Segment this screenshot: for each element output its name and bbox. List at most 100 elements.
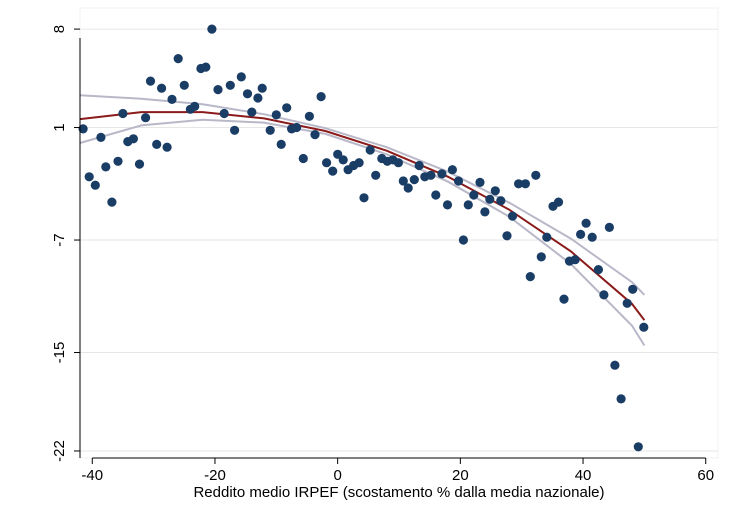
data-point	[403, 183, 413, 193]
x-tick-label: 20	[452, 467, 469, 484]
x-tick-label: -40	[81, 467, 103, 484]
data-point	[496, 196, 506, 206]
data-point	[633, 442, 643, 452]
data-point	[587, 232, 597, 242]
data-point	[225, 80, 235, 90]
data-point	[414, 160, 424, 171]
data-point	[230, 125, 240, 135]
data-point	[480, 207, 490, 217]
data-point	[207, 24, 217, 34]
data-point	[553, 197, 564, 207]
confidence-upper-line	[79, 94, 646, 296]
data-point	[236, 72, 246, 82]
data-point	[271, 110, 281, 120]
data-point	[107, 197, 117, 207]
axes: 8 1 -7 -15 -22 -40 -20 0 20 40 60	[51, 25, 714, 484]
data-point	[328, 166, 338, 176]
y-tick-label: -7	[51, 233, 68, 246]
y-tick-label: 1	[51, 123, 68, 131]
data-point	[90, 180, 100, 190]
data-point	[398, 176, 408, 186]
data-point	[152, 139, 162, 149]
data-point	[542, 232, 552, 242]
data-point	[520, 179, 531, 189]
y-tick-label: -22	[51, 440, 68, 462]
data-point	[604, 222, 615, 232]
data-point	[190, 101, 200, 111]
data-point	[304, 111, 314, 121]
data-point	[409, 175, 419, 185]
data-point	[599, 290, 609, 300]
data-point	[453, 176, 464, 186]
fit-line	[79, 111, 646, 321]
data-point	[447, 165, 457, 175]
data-point	[145, 76, 156, 86]
data-point	[622, 298, 632, 308]
data-point	[365, 145, 375, 155]
data-point	[141, 113, 151, 123]
x-axis-title: Reddito medio IRPEF (scostamento % dalla…	[193, 484, 604, 501]
data-point	[354, 158, 364, 168]
data-point	[559, 294, 569, 304]
data-point	[167, 94, 177, 104]
confidence-lower-line	[79, 118, 646, 347]
data-point	[610, 360, 620, 370]
data-point	[616, 394, 626, 404]
x-tick-label: 0	[333, 467, 341, 484]
data-point	[253, 93, 263, 103]
data-point	[201, 62, 211, 72]
x-tick-label: -20	[204, 467, 226, 484]
data-point	[242, 89, 253, 99]
data-point	[431, 190, 441, 200]
fitted-curve	[79, 111, 646, 321]
data-point	[96, 132, 106, 142]
data-point	[213, 85, 223, 95]
data-point	[179, 80, 189, 90]
data-point	[247, 107, 257, 117]
data-point	[298, 153, 308, 164]
data-point	[593, 265, 604, 275]
data-point	[426, 170, 436, 180]
data-point	[525, 272, 535, 282]
y-tick-label: -15	[51, 342, 68, 364]
data-point	[531, 170, 541, 180]
data-point	[458, 235, 468, 245]
data-point	[78, 124, 88, 134]
data-point	[437, 169, 447, 179]
data-points	[78, 24, 649, 452]
data-point	[84, 172, 94, 182]
data-point	[371, 170, 381, 180]
data-point	[113, 156, 123, 166]
data-point	[490, 186, 500, 196]
data-point	[282, 103, 292, 113]
data-point	[257, 83, 267, 93]
data-point	[322, 158, 332, 168]
data-point	[442, 200, 453, 210]
data-point	[475, 177, 485, 187]
data-point	[276, 139, 286, 149]
confidence-band	[79, 94, 646, 347]
data-point	[219, 108, 229, 119]
data-point	[338, 155, 348, 165]
data-point	[359, 193, 369, 203]
data-point	[536, 252, 546, 262]
data-point	[514, 179, 524, 189]
data-point	[507, 211, 518, 221]
data-point	[469, 190, 479, 200]
data-point	[118, 108, 128, 119]
data-point	[265, 125, 275, 135]
data-point	[292, 122, 302, 133]
x-tick-label: 40	[575, 467, 592, 484]
data-point	[570, 255, 580, 265]
data-point	[502, 231, 512, 241]
data-point	[463, 200, 473, 210]
data-point	[628, 284, 638, 294]
data-point	[581, 218, 591, 228]
data-point	[310, 130, 320, 140]
data-point	[485, 194, 495, 204]
data-point	[134, 159, 145, 169]
data-point	[173, 54, 183, 64]
data-point	[101, 162, 111, 172]
data-point	[576, 229, 586, 239]
